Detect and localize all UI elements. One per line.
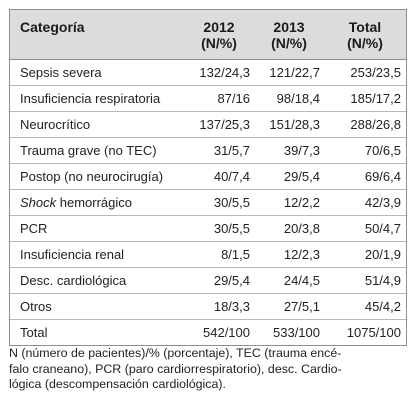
cell-2013: 533/100 [273, 325, 320, 340]
row-label: Neurocrítico [10, 111, 184, 138]
header-total-unit: (N/%) [347, 35, 383, 51]
cell-2013: 12/2,2 [254, 189, 324, 216]
header-2012-unit: (N/%) [201, 35, 237, 51]
row-label: Otros [10, 293, 184, 320]
cell-2012: 29/5,4 [184, 267, 254, 294]
row-label: Insuficiencia renal [10, 241, 184, 268]
cell-2012: 18/3,3 [184, 293, 254, 320]
cell-total: 185/17,2 [324, 85, 406, 112]
table-row-total: Total 542/100 533/100 1075/100 [10, 320, 406, 346]
table-row: Sepsis severa 132/24,3 121/22,7 253/23,5 [10, 59, 406, 86]
cell-total: 42/3,9 [324, 189, 406, 216]
table-row: Neurocrítico 137/25,3 151/28,3 288/26,8 [10, 111, 406, 138]
cell-2012: 87/16 [184, 85, 254, 112]
cell-2012: 40/7,4 [184, 163, 254, 190]
row-label: Insuficiencia respiratoria [10, 85, 184, 112]
row-label: Shock hemorrágico [10, 189, 184, 216]
categories-table: Categoría 2012 (N/%) 2013 (N/%) Total (N… [10, 10, 406, 345]
header-2013-year: 2013 [273, 19, 305, 35]
table-row: Otros 18/3,3 27/5,1 45/4,2 [10, 293, 406, 320]
header-2012-year: 2012 [203, 19, 235, 35]
cell-2013: 27/5,1 [254, 293, 324, 320]
row-label: Desc. cardiológica [10, 267, 184, 294]
footnote-line-2: falo craneano), PCR (paro cardiorrespira… [9, 361, 342, 376]
cell-2013: 29/5,4 [254, 163, 324, 190]
cell-2013: 12/2,3 [254, 241, 324, 268]
cell-2013: 24/4,5 [254, 267, 324, 294]
cell-2012: 8/1,5 [184, 241, 254, 268]
cell-2012: 30/5,5 [184, 215, 254, 242]
table-row: Postop (no neurocirugía) 40/7,4 29/5,4 6… [10, 163, 406, 190]
cell-total: 70/6,5 [324, 137, 406, 164]
cell-2012: 31/5,7 [184, 137, 254, 164]
row-label: Postop (no neurocirugía) [10, 163, 184, 190]
table-row: Insuficiencia renal 8/1,5 12/2,3 20/1,9 [10, 241, 406, 268]
row-label-italic: Shock [20, 195, 57, 210]
row-label: Sepsis severa [10, 59, 184, 86]
cell-total: 45/4,2 [324, 293, 406, 320]
data-table-container: Categoría 2012 (N/%) 2013 (N/%) Total (N… [9, 9, 407, 346]
cell-total: 51/4,9 [324, 267, 406, 294]
header-row: Categoría 2012 (N/%) 2013 (N/%) Total (N… [10, 10, 406, 60]
row-label: PCR [10, 215, 184, 242]
cell-total: 1075/100 [346, 325, 401, 340]
table-row: Desc. cardiológica 29/5,4 24/4,5 51/4,9 [10, 267, 406, 294]
header-total: Total (N/%) [324, 10, 406, 60]
footnote-line-3: lógica (descompensación cardiológica). [9, 377, 226, 391]
cell-2013: 121/22,7 [254, 59, 324, 86]
header-2013-unit: (N/%) [271, 35, 307, 51]
cell-total: 50/4,7 [324, 215, 406, 242]
header-category: Categoría [10, 10, 184, 60]
cell-2012: 132/24,3 [184, 59, 254, 86]
cell-2013: 98/18,4 [254, 85, 324, 112]
table-row: Trauma grave (no TEC) 31/5,7 39/7,3 70/6… [10, 137, 406, 164]
cell-total: 69/6,4 [324, 163, 406, 190]
table-row: Shock hemorrágico 30/5,5 12/2,2 42/3,9 [10, 189, 406, 216]
row-label: Total [20, 325, 48, 340]
cell-2012: 30/5,5 [184, 189, 254, 216]
cell-2012: 137/25,3 [184, 111, 254, 138]
table-row: PCR 30/5,5 20/3,8 50/4,7 [10, 215, 406, 242]
row-label-rest: hemorrágico [56, 195, 133, 210]
cell-total: 253/23,5 [324, 59, 406, 86]
cell-2013: 20/3,8 [254, 215, 324, 242]
header-2013: 2013 (N/%) [254, 10, 324, 60]
cell-2012: 542/100 [203, 325, 250, 340]
header-2012: 2012 (N/%) [184, 10, 254, 60]
cell-total: 20/1,9 [324, 241, 406, 268]
cell-2013: 39/7,3 [254, 137, 324, 164]
table-header: Categoría 2012 (N/%) 2013 (N/%) Total (N… [10, 10, 406, 60]
table-body: Sepsis severa 132/24,3 121/22,7 253/23,5… [10, 59, 406, 346]
header-total-label: Total [348, 19, 382, 35]
row-label: Trauma grave (no TEC) [10, 137, 184, 164]
cell-total: 288/26,8 [324, 111, 406, 138]
footnote-line-1: N (número de pacientes)/% (porcentaje), … [9, 346, 342, 360]
table-row: Insuficiencia respiratoria 87/16 98/18,4… [10, 85, 406, 112]
cell-2013: 151/28,3 [254, 111, 324, 138]
table-footnote: N (número de pacientes)/% (porcentaje), … [9, 346, 411, 393]
